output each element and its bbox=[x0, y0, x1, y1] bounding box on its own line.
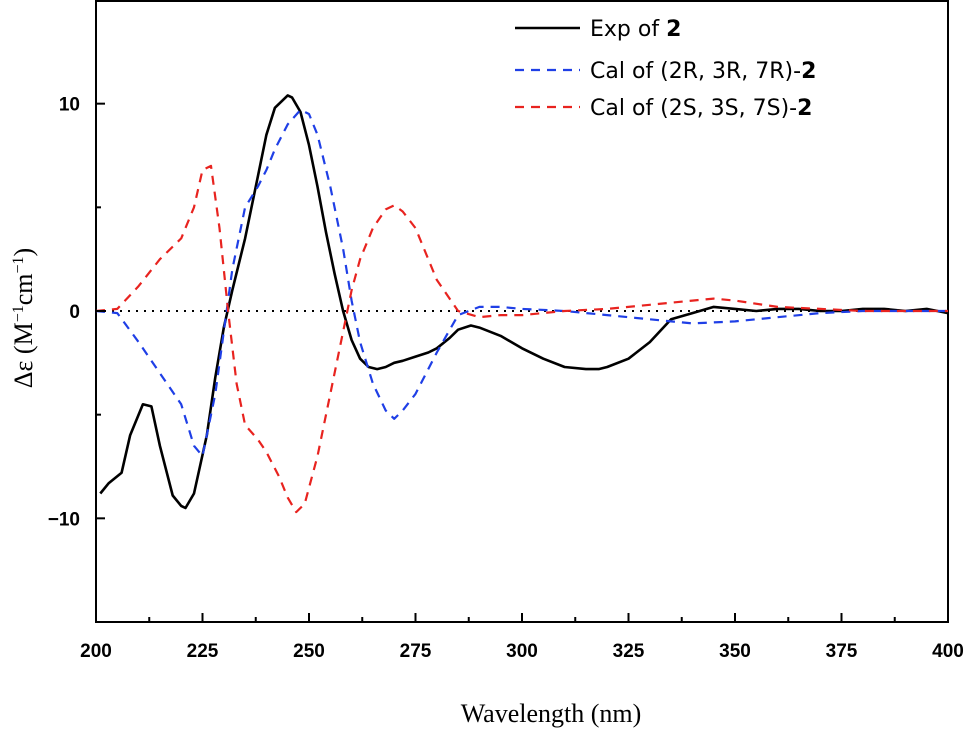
series-cal-sss-line bbox=[95, 164, 948, 514]
legend-label-cal-sss: Cal of (2S, 3S, 7S)-2 bbox=[590, 96, 812, 121]
y-axis-title-main: Δε (M bbox=[9, 322, 38, 388]
legend-label-cal-rrr: Cal of (2R, 3R, 7R)-2 bbox=[590, 59, 816, 84]
x-tick-label-375: 375 bbox=[826, 641, 858, 662]
y-axis-title: Δε (M−1cm−1) bbox=[9, 248, 38, 388]
y-tick-label-0: 0 bbox=[69, 302, 80, 323]
legend-label-exp: Exp of 2 bbox=[590, 17, 681, 42]
series-exp-line bbox=[99, 94, 949, 510]
x-tick-label-250: 250 bbox=[293, 641, 325, 662]
y-tick-label--10: −10 bbox=[48, 509, 80, 530]
y-axis-title-sup1: −1 bbox=[10, 305, 27, 322]
series-cal-rrr-line bbox=[95, 108, 948, 458]
x-tick-label-325: 325 bbox=[613, 641, 645, 662]
x-tick-label-400: 400 bbox=[932, 641, 964, 662]
series-layer bbox=[95, 94, 949, 514]
y-tick-label-10: 10 bbox=[59, 95, 80, 116]
x-tick-label-300: 300 bbox=[506, 641, 538, 662]
x-axis: 200 225 250 275 300 325 350 375 400 bbox=[80, 613, 964, 662]
x-tick-label-225: 225 bbox=[187, 641, 219, 662]
y-axis-title-sup2: −1 bbox=[10, 256, 27, 273]
x-tick-label-350: 350 bbox=[719, 641, 751, 662]
x-tick-label-275: 275 bbox=[400, 641, 432, 662]
y-axis-title-end: ) bbox=[9, 248, 38, 257]
y-axis-title-mid: cm bbox=[9, 273, 38, 305]
x-axis-title: Wavelength (nm) bbox=[461, 699, 642, 728]
x-tick-label-200: 200 bbox=[80, 641, 112, 662]
legend: Exp of 2 Cal of (2R, 3R, 7R)-2 Cal of (2… bbox=[515, 17, 816, 121]
y-axis: −10 0 10 bbox=[48, 0, 105, 623]
